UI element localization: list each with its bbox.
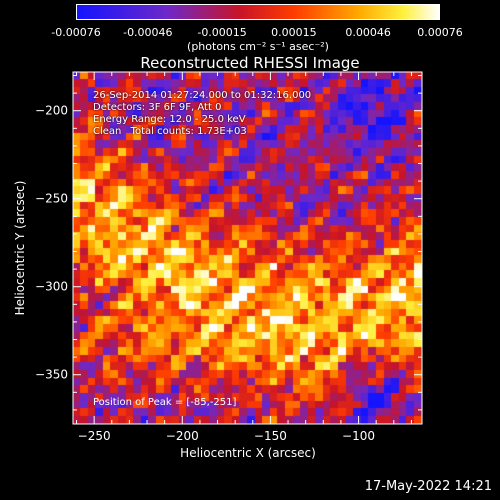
detectors-label: Detectors: 3F 6F 9F, Att 0 [93, 102, 222, 113]
y-tick-label: −350 [35, 368, 68, 382]
total-counts-label: Total counts: 1.73E+03 [130, 126, 247, 137]
energy-range-label: Energy Range: 12.0 - 25.0 keV [93, 114, 246, 125]
colorbar-tick-label: -0.00046 [123, 26, 173, 39]
colorbar [76, 4, 440, 20]
colorbar-tick-label: 0.00076 [417, 26, 463, 39]
colorbar-tick-label: -0.00015 [197, 26, 247, 39]
chart-title: Reconstructed RHESSI Image [140, 54, 360, 72]
x-tick-label: −200 [166, 429, 199, 443]
colorbar-tick-label: -0.00076 [51, 26, 101, 39]
y-axis-label: Heliocentric Y (arcsec) [13, 180, 27, 316]
peak-position-label: Position of Peak = [-85,-251] [93, 397, 237, 408]
time-range-label: 26-Sep-2014 01:27:24.000 to 01:32:16.000 [93, 90, 312, 101]
x-axis-label: Heliocentric X (arcsec) [180, 446, 316, 460]
x-tick-label: −150 [254, 429, 287, 443]
y-tick-label: −250 [35, 192, 68, 206]
x-tick-label: −100 [342, 429, 375, 443]
method-counts-label: Clean Total counts: 1.73E+03 [93, 126, 253, 137]
colorbar-tick-label: 0.00015 [271, 26, 317, 39]
y-tick-label: −200 [35, 104, 68, 118]
y-tick-label: −300 [35, 280, 68, 294]
colorbar-tick-label: 0.00046 [345, 26, 391, 39]
method-label: Clean [93, 126, 122, 137]
plot-timestamp: 17-May-2022 14:21 [364, 479, 492, 494]
x-tick-label: −250 [78, 429, 111, 443]
colorbar-units: (photons cm⁻² s⁻¹ asec⁻²) [187, 40, 329, 53]
